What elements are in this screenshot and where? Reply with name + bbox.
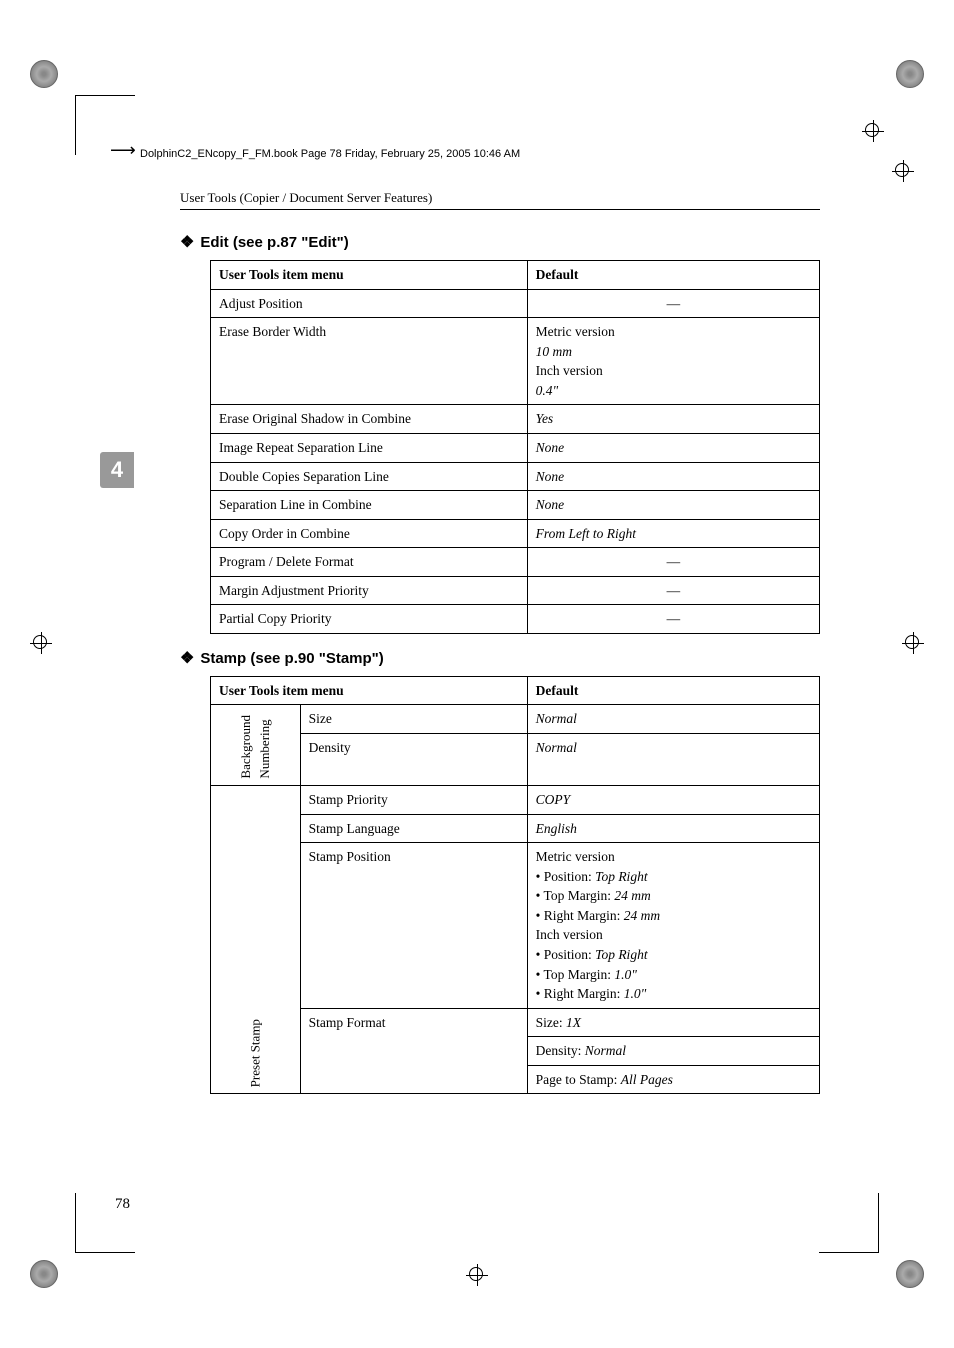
table-cell: Density: Normal — [527, 1037, 819, 1066]
chapter-tab: 4 — [100, 452, 134, 488]
table-cell: Erase Border Width — [211, 318, 528, 405]
table-cell: — — [527, 605, 819, 634]
table-cell: None — [527, 491, 819, 520]
table-cell: Metric version • Position: Top Right • T… — [527, 843, 819, 1009]
halftone-circle-icon — [30, 1260, 58, 1288]
cell-line: Metric version — [536, 324, 615, 339]
cell-line: 0.4" — [536, 383, 559, 398]
table-cell: Yes — [527, 405, 819, 434]
cell-line: Page to Stamp: — [536, 1072, 621, 1087]
cell-line: Top Margin: — [544, 967, 615, 982]
table-cell: Page to Stamp: All Pages — [527, 1065, 819, 1094]
cell-value: Top Right — [595, 947, 647, 962]
print-crop-top-right — [896, 60, 924, 88]
table-header: User Tools item menu — [211, 676, 528, 705]
table-cell: Copy Order in Combine — [211, 519, 528, 548]
table-cell: Stamp Priority — [300, 786, 527, 815]
table-cell: Adjust Position — [211, 289, 528, 318]
table-cell: Normal — [527, 705, 819, 734]
table-cell: — — [527, 576, 819, 605]
book-header-text: DolphinC2_ENcopy_F_FM.book Page 78 Frida… — [140, 148, 520, 160]
registration-mark-icon — [892, 160, 914, 182]
cell-value: Normal — [585, 1043, 626, 1058]
table-cell: Separation Line in Combine — [211, 491, 528, 520]
page-number: 78 — [115, 1196, 130, 1213]
stamp-settings-table: User Tools item menu Default Background … — [210, 676, 820, 1094]
table-cell: English — [527, 814, 819, 843]
table-cell: Stamp Format — [300, 1008, 527, 1094]
cell-line: Top Margin: — [544, 888, 615, 903]
diamond-bullet-icon: ❖ — [180, 650, 194, 667]
table-cell: Double Copies Separation Line — [211, 462, 528, 491]
cell-line: Right Margin: — [544, 908, 624, 923]
diamond-bullet-icon: ❖ — [180, 234, 194, 251]
group-label-vertical: Preset Stamp — [211, 786, 301, 1094]
table-cell: — — [527, 548, 819, 577]
table-cell: Normal — [527, 734, 819, 786]
print-crop-bottom-left — [30, 1260, 58, 1288]
table-cell: Metric version 10 mm Inch version 0.4" — [527, 318, 819, 405]
book-arrow-icon: ⟶ — [110, 140, 136, 161]
cell-value: All Pages — [621, 1072, 673, 1087]
cell-line: Density: — [536, 1043, 585, 1058]
table-cell: None — [527, 433, 819, 462]
registration-mark-icon — [862, 120, 884, 142]
print-crop-bottom-right — [896, 1260, 924, 1288]
section-heading-edit: ❖ Edit (see p.87 "Edit") — [180, 232, 820, 252]
cell-value: 1X — [566, 1015, 581, 1030]
cell-line: 10 mm — [536, 344, 572, 359]
table-cell: Erase Original Shadow in Combine — [211, 405, 528, 434]
halftone-circle-icon — [896, 1260, 924, 1288]
crop-corner-icon — [819, 1193, 879, 1253]
table-cell: None — [527, 462, 819, 491]
section-title-text: Stamp (see p.90 "Stamp") — [200, 650, 383, 667]
table-cell: Size — [300, 705, 527, 734]
group-label-vertical: Background Numbering — [211, 705, 301, 786]
table-cell: Size: 1X — [527, 1008, 819, 1037]
section-title-text: Edit (see p.87 "Edit") — [200, 234, 348, 251]
table-cell: COPY — [527, 786, 819, 815]
cell-line: Size: — [536, 1015, 566, 1030]
table-cell: Image Repeat Separation Line — [211, 433, 528, 462]
cell-line: Position: — [544, 869, 595, 884]
vert-text: Background Numbering — [237, 715, 271, 779]
table-cell: Partial Copy Priority — [211, 605, 528, 634]
cell-line: Right Margin: — [544, 986, 624, 1001]
table-cell: Stamp Language — [300, 814, 527, 843]
table-cell: Density — [300, 734, 527, 786]
section-heading-stamp: ❖ Stamp (see p.90 "Stamp") — [180, 648, 820, 668]
table-header: User Tools item menu — [211, 261, 528, 290]
registration-mark-icon — [466, 1264, 488, 1286]
cell-value: 24 mm — [614, 888, 650, 903]
table-cell: From Left to Right — [527, 519, 819, 548]
table-header: Default — [527, 261, 819, 290]
cell-value: Top Right — [595, 869, 647, 884]
cell-line: Inch version — [536, 927, 603, 942]
cell-line: Inch version — [536, 363, 603, 378]
table-cell: Margin Adjustment Priority — [211, 576, 528, 605]
table-cell: — — [527, 289, 819, 318]
cell-value: 1.0" — [624, 986, 647, 1001]
cell-value: 24 mm — [624, 908, 660, 923]
cell-line: Metric version — [536, 849, 615, 864]
registration-mark-icon — [30, 632, 52, 654]
running-head: User Tools (Copier / Document Server Fea… — [180, 190, 820, 210]
cell-line: Position: — [544, 947, 595, 962]
print-crop-top-left — [30, 60, 58, 88]
halftone-circle-icon — [896, 60, 924, 88]
cell-value: 1.0" — [614, 967, 637, 982]
registration-mark-icon — [902, 632, 924, 654]
halftone-circle-icon — [30, 60, 58, 88]
edit-settings-table: User Tools item menu Default Adjust Posi… — [210, 260, 820, 634]
table-cell: Stamp Position — [300, 843, 527, 1009]
table-header: Default — [527, 676, 819, 705]
table-cell: Program / Delete Format — [211, 548, 528, 577]
